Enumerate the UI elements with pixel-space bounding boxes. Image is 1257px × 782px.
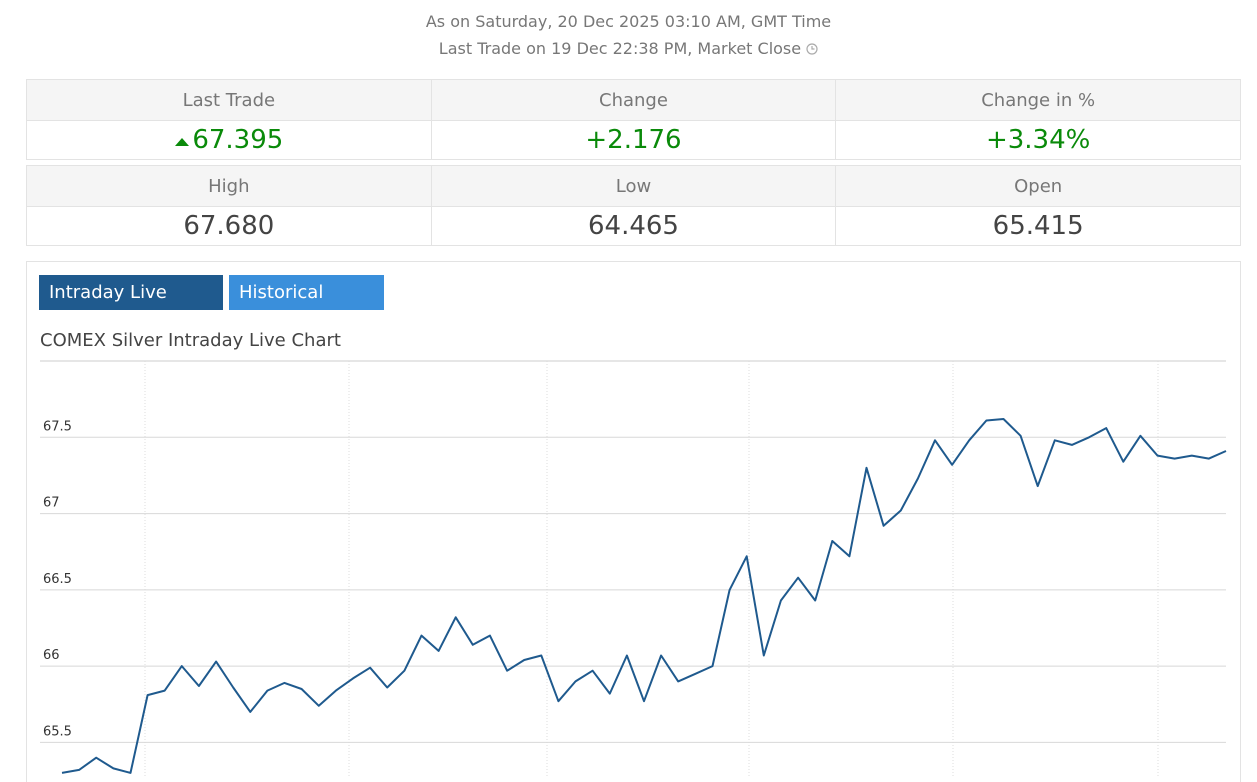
- y-tick-label: 67.5: [43, 419, 72, 434]
- label: Open: [835, 165, 1241, 207]
- as-on: As on Saturday, 20 Dec 2025 03:10 AM, GM…: [425, 12, 832, 31]
- vertical-grid: [144, 361, 1159, 776]
- label: Change in %: [835, 79, 1241, 121]
- quote-table-2: High Low Open 67.680 64.465 65.415: [26, 165, 1241, 246]
- y-tick-label: 66: [43, 648, 60, 663]
- y-tick-label: 66.5: [43, 572, 72, 587]
- value: 67.395: [26, 120, 432, 160]
- label: Change: [430, 79, 837, 121]
- label: Last Trade: [26, 79, 432, 121]
- value: +3.34%: [835, 120, 1241, 160]
- last-trade-text: Last Trade on 19 Dec 22:38 PM, Market Cl…: [438, 39, 802, 58]
- price-line: [61, 418, 1227, 774]
- label: High: [26, 165, 432, 207]
- value: +2.176: [430, 120, 837, 160]
- last-trade-info: Last Trade on 19 Dec 22:38 PM, Market Cl…: [0, 39, 1257, 58]
- value: 64.465: [430, 206, 837, 246]
- value-text: 67.395: [192, 125, 284, 155]
- value: 65.415: [835, 206, 1241, 246]
- quote-table-1: Last Trade Change Change in % 67.395 +2.176…: [26, 79, 1241, 160]
- historical-tab[interactable]: Historical Chart: [229, 275, 384, 338]
- intraday-tab[interactable]: Intraday Live Chart: [39, 275, 223, 338]
- value: 67.680: [26, 206, 432, 246]
- clock-icon: [806, 43, 818, 55]
- y-tick-label: 65.5: [43, 724, 72, 739]
- chart-title: COMEX Silver Intraday Live Chart: [40, 330, 341, 351]
- up-arrow: [175, 138, 190, 146]
- label: Low: [430, 165, 837, 207]
- y-tick-label: 67: [43, 496, 60, 511]
- chart-panel: [26, 261, 1241, 782]
